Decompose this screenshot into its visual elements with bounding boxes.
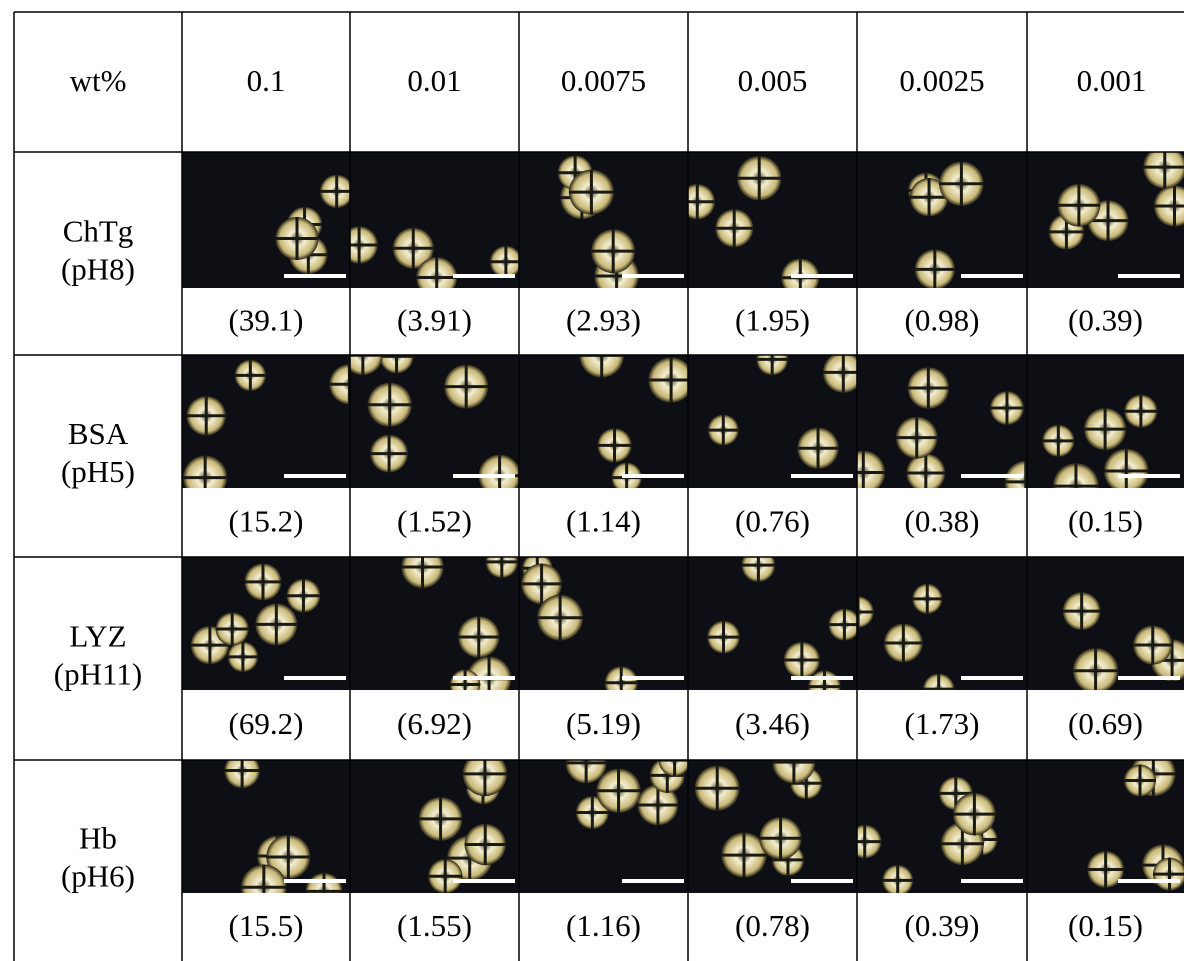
- micrograph: [1027, 752, 1184, 893]
- figure-table: wt% 0.1 0.01 0.0075 0.005 0.0025 0.001 ChTg(pH8…: [0, 0, 1184, 961]
- value-cell: (0.76): [735, 504, 810, 539]
- value-cell: (3.46): [735, 706, 810, 741]
- micrograph: [340, 152, 522, 298]
- row-label: LYZ: [69, 619, 126, 654]
- micrograph: [519, 742, 691, 893]
- value-cell: (1.95): [735, 303, 810, 338]
- micrograph: [1027, 355, 1184, 509]
- header-cell: 0.0025: [899, 63, 984, 98]
- micrograph: [182, 753, 350, 910]
- micrograph: [350, 752, 519, 894]
- value-cell: (0.78): [735, 908, 810, 943]
- row-label: BSA: [68, 416, 129, 451]
- micrograph: [688, 343, 864, 488]
- micrograph: [1027, 146, 1184, 288]
- row-label: (pH8): [61, 252, 135, 287]
- header-cell: 0.0075: [561, 63, 646, 98]
- row-label: (pH6): [61, 859, 135, 894]
- value-cell: (0.69): [1068, 706, 1143, 741]
- value-cell: (1.52): [397, 504, 472, 539]
- micrograph: [182, 557, 350, 690]
- value-cell: (39.1): [229, 303, 304, 338]
- micrograph: [182, 152, 353, 288]
- header-cell: wt%: [70, 63, 127, 98]
- value-cell: (15.2): [229, 504, 304, 539]
- micrograph: [182, 355, 369, 500]
- value-cell: (69.2): [229, 706, 304, 741]
- value-cell: (0.98): [905, 303, 980, 338]
- value-cell: (2.93): [566, 303, 641, 338]
- micrograph: [519, 333, 694, 493]
- value-cell: (5.19): [566, 706, 641, 741]
- micrograph: [688, 741, 857, 893]
- micrograph: [842, 557, 1027, 705]
- value-cell: (0.15): [1068, 504, 1143, 539]
- micrograph: [1027, 557, 1184, 693]
- value-cell: (15.5): [229, 908, 304, 943]
- value-cell: (0.39): [905, 908, 980, 943]
- value-cell: (1.73): [905, 706, 980, 741]
- micrograph-background: [857, 557, 1027, 690]
- value-cell: (1.16): [566, 908, 641, 943]
- row-label: (pH5): [61, 454, 135, 489]
- micrograph: [857, 152, 1027, 289]
- row-label: (pH11): [54, 657, 142, 692]
- micrograph: [350, 546, 519, 701]
- row-label: Hb: [79, 821, 117, 856]
- micrograph: [848, 760, 1027, 896]
- value-cell: (0.15): [1068, 908, 1143, 943]
- value-cell: (0.39): [1068, 303, 1143, 338]
- micrograph-background: [857, 760, 1027, 893]
- header-cell: 0.1: [247, 63, 286, 98]
- header-cell: 0.005: [738, 63, 808, 98]
- value-cell: (1.14): [566, 504, 641, 539]
- micrograph: [343, 335, 521, 497]
- header-cell: 0.001: [1077, 63, 1147, 98]
- micrograph: [688, 548, 860, 703]
- header-cell: 0.01: [407, 63, 461, 98]
- value-cell: (3.91): [397, 303, 472, 338]
- micrograph: [680, 152, 857, 297]
- value-cell: (6.92): [397, 706, 472, 741]
- micrograph: [841, 355, 1046, 503]
- value-cell: (1.55): [397, 908, 472, 943]
- micrograph: [519, 553, 688, 699]
- micrograph-background: [182, 152, 350, 288]
- value-cell: (0.38): [905, 504, 980, 539]
- row-label: ChTg: [63, 214, 134, 249]
- micrograph: [519, 152, 688, 298]
